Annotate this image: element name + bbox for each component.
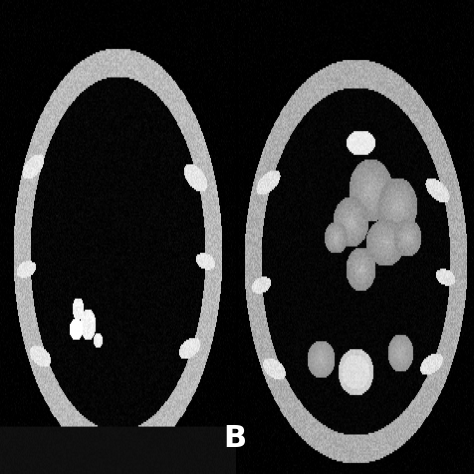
Text: B: B: [223, 424, 246, 453]
